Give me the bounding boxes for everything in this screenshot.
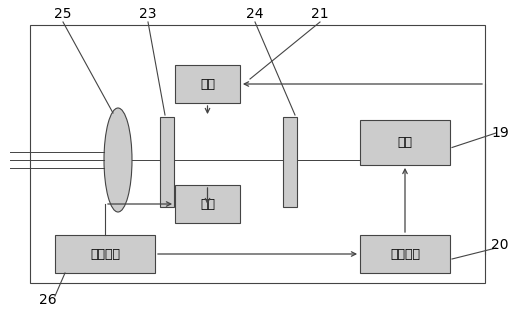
Text: 驱动电路: 驱动电路 — [390, 248, 420, 260]
Text: 23: 23 — [139, 7, 157, 21]
Text: 灯源: 灯源 — [397, 136, 413, 149]
Bar — [283, 117, 297, 207]
Text: 控制电路: 控制电路 — [90, 248, 120, 260]
Ellipse shape — [104, 108, 132, 212]
Bar — [55, 235, 155, 273]
Bar — [175, 65, 240, 103]
Bar — [360, 120, 450, 165]
Bar — [160, 117, 174, 207]
Bar — [175, 185, 240, 223]
Text: 20: 20 — [491, 238, 509, 252]
Text: 19: 19 — [491, 126, 509, 140]
Text: 21: 21 — [311, 7, 329, 21]
Text: 25: 25 — [54, 7, 72, 21]
Bar — [360, 235, 450, 273]
Text: 26: 26 — [39, 293, 57, 307]
Text: 电机: 电机 — [200, 78, 215, 90]
Text: 24: 24 — [246, 7, 264, 21]
Text: 电机: 电机 — [200, 198, 215, 211]
Bar — [30, 25, 485, 283]
